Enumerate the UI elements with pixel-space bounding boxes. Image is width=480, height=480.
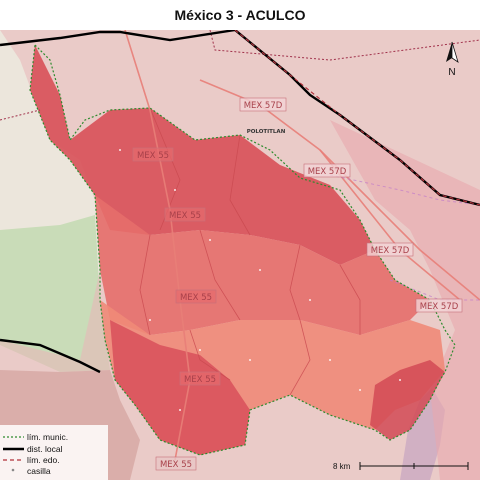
casilla-point <box>174 189 176 191</box>
district-polygon-north <box>30 45 375 265</box>
casilla-point <box>329 359 331 361</box>
road-label-text: MEX 57D <box>244 101 283 111</box>
casilla-point <box>209 239 211 241</box>
road-label-text: MEX 57D <box>308 167 347 177</box>
legend-item-casilla: casilla <box>11 466 51 476</box>
road-label-9: MEX 55 <box>155 456 197 471</box>
road-label-text: MEX 55 <box>184 375 216 385</box>
road-label-4: MEX 55 <box>164 207 206 222</box>
casilla-point <box>119 149 121 151</box>
road-label-8: MEX 55 <box>179 371 221 386</box>
district-local-boundary-north <box>0 30 236 47</box>
legend-label: casilla <box>27 466 51 476</box>
legend: lím. munic. dist. local lím. edo. casill… <box>0 425 108 480</box>
casilla-point <box>359 389 361 391</box>
map-canvas[interactable]: MEX 57D MEX 55 MEX 57D MEX 55 MEX 57D ME… <box>0 30 480 480</box>
north-arrow: N <box>446 41 459 78</box>
casilla-swatch <box>11 468 15 472</box>
casilla-points <box>119 149 401 411</box>
legend-item-state-limit: lím. edo. <box>3 455 60 465</box>
casilla-point <box>309 299 311 301</box>
town-label: POLOTITLAN <box>247 129 286 135</box>
state-limit-boundary <box>234 30 480 206</box>
north-arrow-icon <box>446 42 452 62</box>
road-label-1: MEX 57D <box>239 97 287 112</box>
casilla-point <box>179 409 181 411</box>
district-local-boundary-west <box>0 338 101 374</box>
north-label: N <box>448 67 455 78</box>
road-label-text: MEX 57D <box>420 302 459 312</box>
legend-label: lím. munic. <box>27 432 68 442</box>
legend-label: dist. local <box>27 444 63 454</box>
casilla-point <box>399 379 401 381</box>
road-label-2: MEX 55 <box>132 147 174 162</box>
casilla-point <box>199 349 201 351</box>
state-limit-lines <box>0 30 480 121</box>
scale-label: 8 km <box>333 462 351 471</box>
casilla-point <box>149 319 151 321</box>
road-label-7: MEX 57D <box>415 298 463 313</box>
scale-bar: 8 km <box>333 462 469 471</box>
road-label-text: MEX 55 <box>180 293 212 303</box>
road-label-3: MEX 57D <box>303 163 351 178</box>
neighbor-district-east <box>330 120 480 480</box>
road-label-text: MEX 55 <box>169 211 201 221</box>
legend-background <box>0 425 108 480</box>
legend-item-district-local: dist. local <box>3 444 63 454</box>
casilla-point <box>259 269 261 271</box>
casilla-point <box>249 359 251 361</box>
district-polygon-southeast <box>370 360 445 440</box>
road-label-text: MEX 55 <box>160 460 192 470</box>
district-polygon-southwest <box>110 320 250 455</box>
basemap-green-area <box>0 215 110 372</box>
road-label-5: MEX 57D <box>366 242 414 257</box>
map-title: México 3 - ACULCO <box>174 7 306 23</box>
legend-item-municipal-limit: lím. munic. <box>3 432 68 442</box>
legend-label: lím. edo. <box>27 455 60 465</box>
minor-dashed-lines <box>329 174 480 301</box>
road-label-text: MEX 55 <box>137 151 169 161</box>
road-label-6: MEX 55 <box>175 289 217 304</box>
road-label-text: MEX 57D <box>371 246 410 256</box>
